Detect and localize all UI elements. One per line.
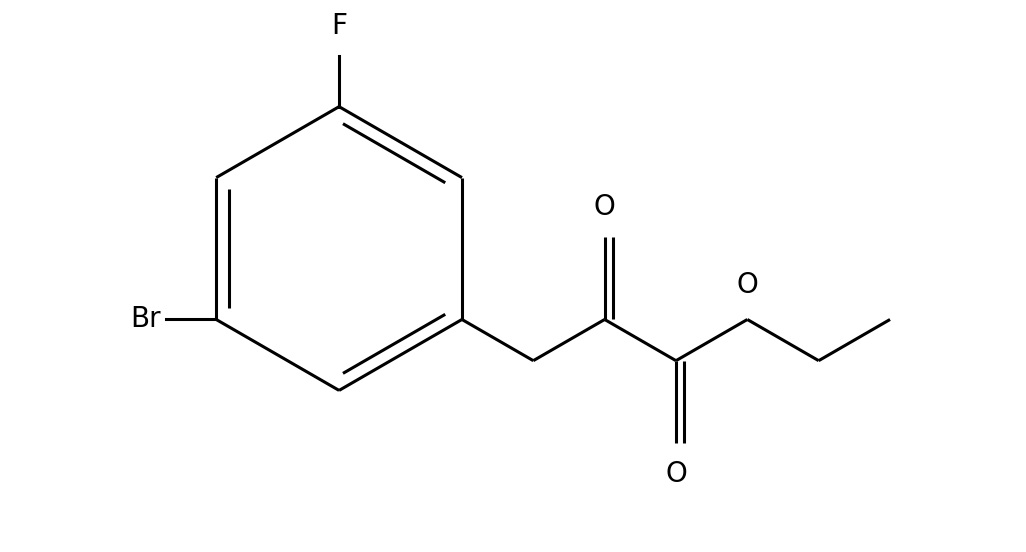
Text: O: O	[737, 272, 758, 299]
Text: O: O	[665, 459, 686, 487]
Text: O: O	[594, 193, 616, 221]
Text: F: F	[331, 12, 347, 40]
Text: Br: Br	[130, 305, 161, 333]
